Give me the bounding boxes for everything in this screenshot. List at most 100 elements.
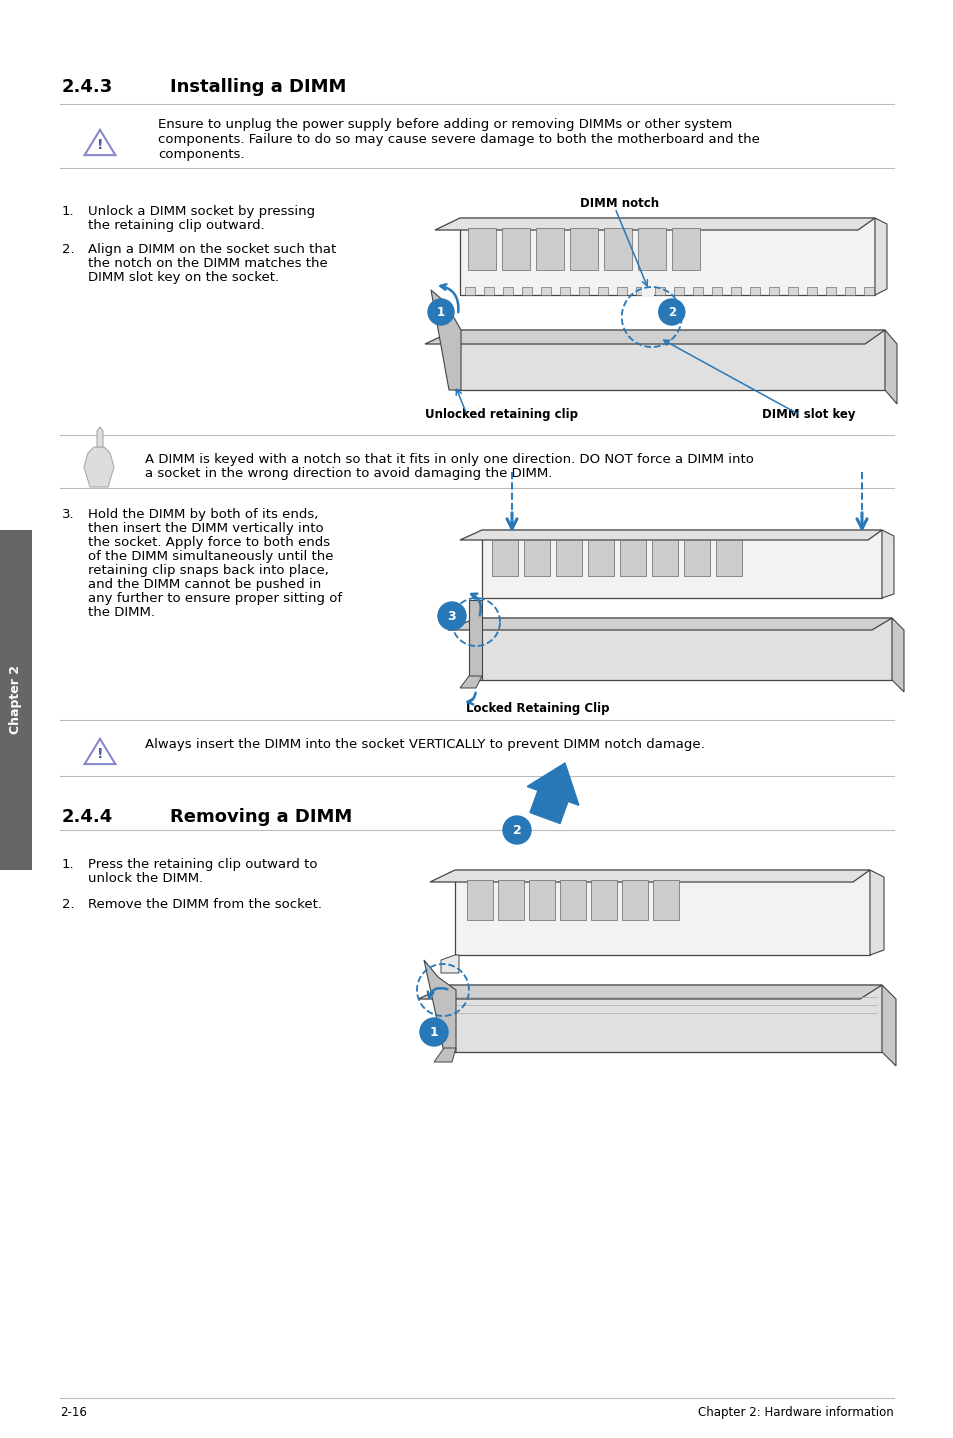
Text: the retaining clip outward.: the retaining clip outward. [88, 219, 265, 232]
Bar [651, 541, 678, 577]
Text: Unlock a DIMM socket by pressing: Unlock a DIMM socket by pressing [88, 206, 314, 219]
Bar [578, 288, 588, 295]
Polygon shape [417, 985, 882, 999]
Bar [730, 288, 740, 295]
Bar [464, 288, 475, 295]
Text: DIMM slot key: DIMM slot key [761, 408, 855, 421]
Polygon shape [891, 618, 903, 692]
Text: Installing a DIMM: Installing a DIMM [170, 78, 346, 96]
Text: Chapter 2: Chapter 2 [10, 666, 23, 735]
Bar [569, 229, 598, 270]
Polygon shape [884, 329, 896, 404]
Bar [692, 288, 702, 295]
Text: components. Failure to do so may cause severe damage to both the motherboard and: components. Failure to do so may cause s… [158, 132, 760, 147]
Text: then insert the DIMM vertically into: then insert the DIMM vertically into [88, 522, 323, 535]
Polygon shape [455, 870, 869, 955]
Text: of the DIMM simultaneously until the: of the DIMM simultaneously until the [88, 549, 334, 564]
Bar [844, 288, 854, 295]
Text: Ensure to unplug the power supply before adding or removing DIMMs or other syste: Ensure to unplug the power supply before… [158, 118, 732, 131]
Bar [523, 541, 550, 577]
Bar [825, 288, 835, 295]
Bar [716, 541, 741, 577]
Polygon shape [424, 329, 884, 344]
Polygon shape [434, 1048, 456, 1063]
Text: A DIMM is keyed with a notch so that it fits in only one direction. DO NOT force: A DIMM is keyed with a notch so that it … [145, 453, 753, 466]
Text: Removing a DIMM: Removing a DIMM [170, 808, 352, 825]
Bar [483, 288, 494, 295]
Polygon shape [481, 531, 882, 598]
Text: 2.4.3: 2.4.3 [62, 78, 113, 96]
Text: 2.: 2. [62, 897, 74, 912]
Bar [587, 541, 614, 577]
Text: 3: 3 [447, 610, 456, 623]
Text: 1: 1 [429, 1025, 438, 1038]
Text: 2: 2 [512, 824, 521, 837]
Text: the DIMM.: the DIMM. [88, 605, 154, 618]
Text: unlock the DIMM.: unlock the DIMM. [88, 871, 203, 884]
Bar [590, 880, 617, 920]
Circle shape [437, 603, 465, 630]
Bar [0, 531, 32, 870]
Bar [711, 288, 721, 295]
Text: a socket in the wrong direction to avoid damaging the DIMM.: a socket in the wrong direction to avoid… [145, 467, 552, 480]
Bar [768, 288, 779, 295]
Text: 1.: 1. [62, 858, 74, 871]
Text: Chapter 2: Hardware information: Chapter 2: Hardware information [698, 1406, 893, 1419]
Polygon shape [476, 618, 891, 680]
Bar [502, 288, 513, 295]
Polygon shape [435, 219, 874, 230]
Bar [636, 288, 645, 295]
Text: Remove the DIMM from the socket.: Remove the DIMM from the socket. [88, 897, 322, 912]
Polygon shape [882, 531, 893, 598]
Bar [501, 229, 530, 270]
Bar [497, 880, 523, 920]
Polygon shape [450, 985, 882, 1053]
Bar [673, 288, 683, 295]
Text: 1.: 1. [62, 206, 74, 219]
Text: DIMM slot key on the socket.: DIMM slot key on the socket. [88, 270, 279, 283]
Polygon shape [869, 870, 883, 955]
Bar [556, 541, 581, 577]
Bar [641, 288, 653, 298]
Polygon shape [448, 618, 891, 630]
Text: DIMM notch: DIMM notch [579, 197, 659, 210]
Bar [638, 229, 665, 270]
Circle shape [428, 299, 454, 325]
Text: Unlocked retaining clip: Unlocked retaining clip [424, 408, 578, 421]
Text: 2.: 2. [62, 243, 74, 256]
Text: 1: 1 [436, 305, 445, 318]
Polygon shape [459, 219, 874, 295]
Bar [749, 288, 760, 295]
Text: and the DIMM cannot be pushed in: and the DIMM cannot be pushed in [88, 578, 321, 591]
Polygon shape [423, 961, 456, 1053]
FancyArrow shape [527, 764, 578, 824]
Circle shape [659, 299, 684, 325]
Text: Align a DIMM on the socket such that: Align a DIMM on the socket such that [88, 243, 335, 256]
Polygon shape [84, 447, 113, 487]
Text: Hold the DIMM by both of its ends,: Hold the DIMM by both of its ends, [88, 508, 318, 521]
Circle shape [419, 1018, 448, 1045]
Bar [598, 288, 607, 295]
Bar [467, 880, 493, 920]
Polygon shape [455, 329, 884, 390]
Bar [652, 880, 679, 920]
Bar [683, 541, 709, 577]
Polygon shape [97, 427, 103, 447]
Bar [540, 288, 551, 295]
Text: 2: 2 [667, 305, 675, 318]
Bar [529, 880, 555, 920]
Text: the socket. Apply force to both ends: the socket. Apply force to both ends [88, 536, 330, 549]
Bar [806, 288, 816, 295]
Text: 2.4.4: 2.4.4 [62, 808, 113, 825]
Bar [559, 288, 569, 295]
Polygon shape [882, 985, 895, 1066]
Text: 3.: 3. [62, 508, 74, 521]
Bar [619, 541, 645, 577]
Polygon shape [459, 676, 481, 687]
Text: Press the retaining clip outward to: Press the retaining clip outward to [88, 858, 317, 871]
Bar [621, 880, 647, 920]
Bar [536, 229, 563, 270]
Text: retaining clip snaps back into place,: retaining clip snaps back into place, [88, 564, 329, 577]
Bar [603, 229, 631, 270]
Bar [863, 288, 873, 295]
